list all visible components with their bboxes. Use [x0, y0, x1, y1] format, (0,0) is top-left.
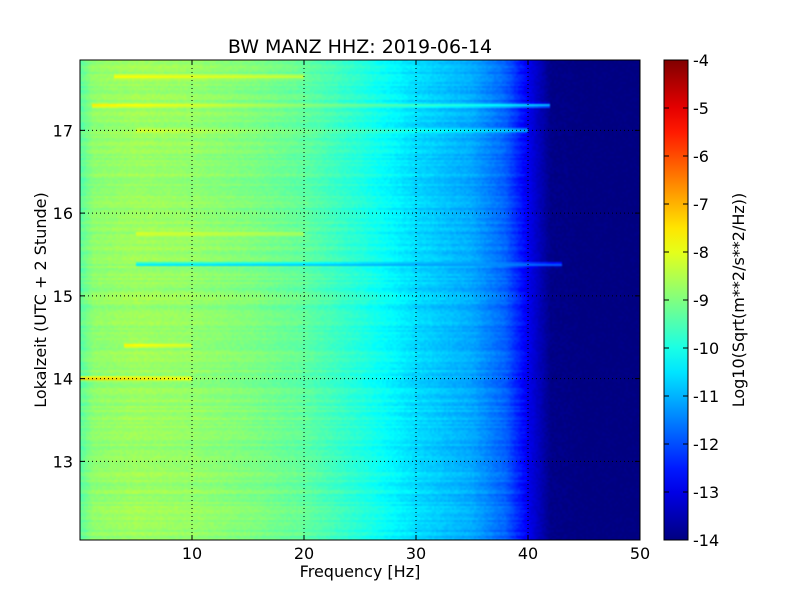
colorbar-tick-label: -6	[693, 147, 709, 166]
colorbar-tick-label: -13	[693, 483, 719, 502]
colorbar-tick-label: -5	[693, 99, 709, 118]
colorbar-ticks: -4 -5 -6 -7 -8 -9 -10 -11 -12 -13 -14	[664, 51, 719, 550]
x-tick-label: 40	[518, 544, 538, 563]
colorbar-tick-label: -4	[693, 51, 709, 70]
colorbar: -4 -5 -6 -7 -8 -9 -10 -11 -12 -13 -14 Log10(Sqrt(m…	[663, 51, 748, 550]
x-tick-label: 20	[294, 544, 314, 563]
plot-frame	[79, 59, 641, 541]
colorbar-label: Log10(Sqrt(m**2/s**2/Hz))	[729, 193, 748, 408]
colorbar-tick-label: -8	[693, 243, 709, 262]
colorbar-tick-label: -10	[693, 339, 719, 358]
spectrogram-plot	[79, 59, 641, 541]
y-tick-label: 16	[53, 204, 73, 223]
grid-lines	[80, 60, 640, 540]
colorbar-tick-label: -9	[693, 291, 709, 310]
y-tick-label: 13	[53, 452, 73, 471]
y-tick-label: 17	[53, 121, 73, 140]
x-tick-label: 10	[182, 544, 202, 563]
spectrogram-image	[80, 60, 640, 540]
y-tick-label: 15	[53, 287, 73, 306]
colorbar-tick-label: -11	[693, 387, 719, 406]
colorbar-tick-label: -14	[693, 531, 719, 550]
x-tick-label: 50	[630, 544, 650, 563]
colorbar-tick-label: -7	[693, 195, 709, 214]
x-axis-ticks: 10 20 30 40 50	[182, 60, 650, 563]
chart-title: BW MANZ HHZ: 2019-06-14	[228, 36, 492, 58]
x-tick-label: 30	[406, 544, 426, 563]
y-axis-label: Lokalzeit (UTC + 2 Stunde)	[31, 192, 50, 407]
colorbar-tick-label: -12	[693, 435, 719, 454]
y-tick-label: 14	[53, 370, 73, 389]
y-axis-ticks: 13 14 15 16 17	[53, 121, 640, 471]
x-axis-label: Frequency [Hz]	[300, 562, 421, 581]
